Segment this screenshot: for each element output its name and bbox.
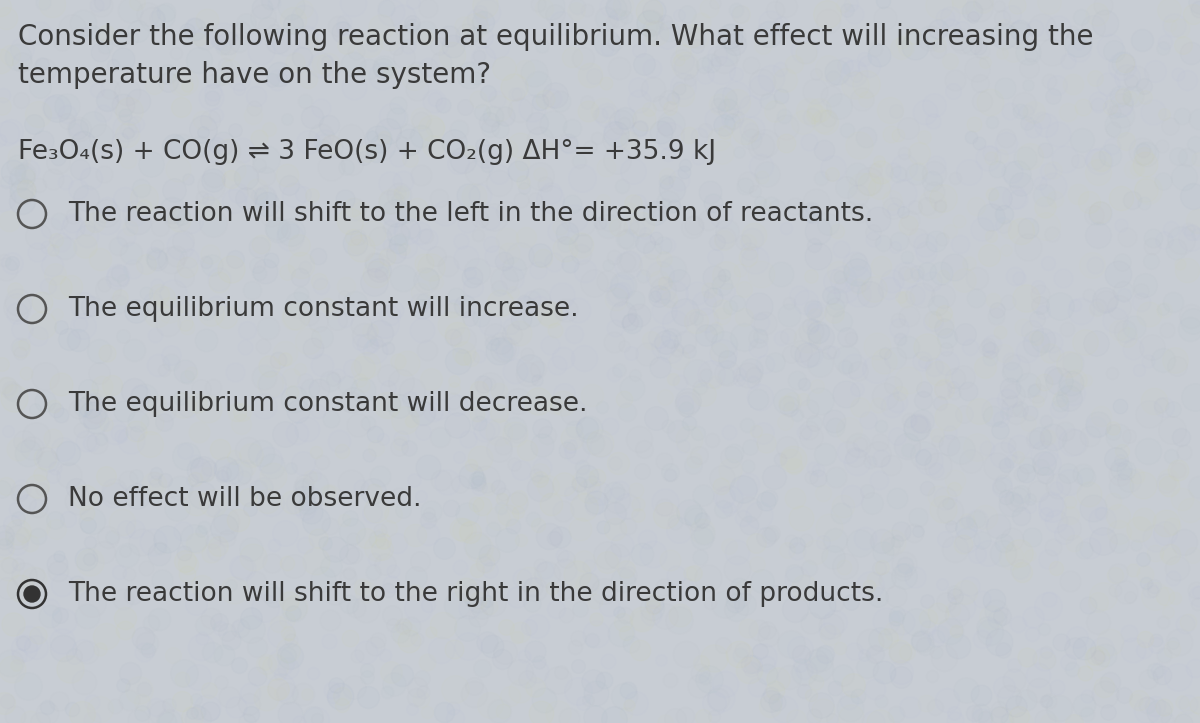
Text: Consider the following reaction at equilibrium. What effect will increasing the: Consider the following reaction at equil…: [18, 23, 1093, 51]
Text: temperature have on the system?: temperature have on the system?: [18, 61, 491, 89]
Text: Fe₃O₄(s) + CO(g) ⇌ 3 FeO(s) + CO₂(g) ΔH°= +35.9 kJ: Fe₃O₄(s) + CO(g) ⇌ 3 FeO(s) + CO₂(g) ΔH°…: [18, 139, 716, 165]
Text: The equilibrium constant will increase.: The equilibrium constant will increase.: [68, 296, 578, 322]
Text: The reaction will shift to the right in the direction of products.: The reaction will shift to the right in …: [68, 581, 883, 607]
Text: The reaction will shift to the left in the direction of reactants.: The reaction will shift to the left in t…: [68, 201, 874, 227]
Text: No effect will be observed.: No effect will be observed.: [68, 486, 421, 512]
Text: The equilibrium constant will decrease.: The equilibrium constant will decrease.: [68, 391, 588, 417]
Circle shape: [24, 586, 40, 602]
